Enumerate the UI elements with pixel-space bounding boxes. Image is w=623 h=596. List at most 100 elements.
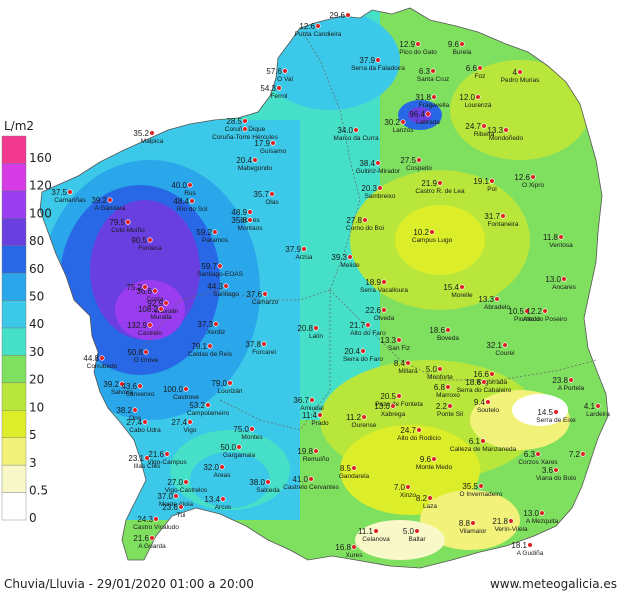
station-dot: [390, 403, 396, 409]
legend-swatch: [1, 245, 27, 274]
station-dot: [447, 403, 453, 409]
station-value: 5.0: [426, 365, 438, 374]
station-name: Sambreixo: [364, 193, 395, 200]
station-marker: Coruña-Torre Hércules: [212, 126, 279, 141]
station-value: 24.7: [465, 122, 481, 131]
station-name: Celanova: [362, 536, 390, 543]
station-dot: [445, 384, 451, 390]
station-name: A Mezquita: [526, 518, 559, 525]
station-marker: 18.1A Gudiña: [511, 541, 543, 557]
station-dot: [535, 451, 541, 457]
station-dot: [494, 296, 500, 302]
station-dot: [125, 219, 131, 225]
station-value: 18.6: [465, 378, 481, 387]
station-dot: [485, 399, 491, 405]
station-name: Melide: [340, 262, 360, 269]
station-value: 37.8: [245, 340, 261, 349]
station-name: Lourenzá: [464, 102, 491, 109]
station-value: 21.6: [133, 534, 149, 543]
station-value: 8.2: [416, 494, 428, 503]
station-name: Serra do Cabaleiro: [457, 387, 512, 394]
station-dot: [247, 209, 253, 215]
legend-label: 100: [29, 206, 52, 220]
station-dot: [347, 254, 353, 260]
station-value: 8.5: [340, 464, 352, 473]
station-name: Santiago-EOAS: [197, 271, 244, 278]
station-name: Calleza de Manzaneda: [450, 446, 517, 453]
station-dot: [481, 123, 487, 129]
station-name: Campolameiro: [187, 410, 230, 417]
station-name: Ferrol: [271, 93, 289, 100]
station-name: Ventosa: [549, 242, 573, 249]
station-name: Mabegondo: [238, 165, 273, 172]
station-dot: [375, 160, 381, 166]
station-dot: [313, 448, 319, 454]
station-name: Santa Cruz: [417, 76, 450, 83]
station-name: Salceda: [256, 487, 280, 494]
station-value: 20.5: [380, 392, 396, 401]
station-name: Fontaneira: [487, 221, 518, 228]
station-dot: [309, 397, 315, 403]
station-marker: 50.8O Grove: [127, 348, 158, 364]
station-value: 27.4: [171, 418, 187, 427]
station-dot: [247, 217, 253, 223]
station-dot: [416, 427, 422, 433]
station-value: 10.5: [508, 307, 524, 316]
station-dot: [153, 516, 159, 522]
station-value: 75.2: [126, 283, 142, 292]
station-name: Xogorrada: [477, 379, 508, 386]
station-dot: [144, 455, 150, 461]
source-link[interactable]: www.meteogalicia.es: [489, 577, 617, 591]
station-value: 20.4: [344, 347, 360, 356]
station-name: Verín-Vilela: [494, 526, 528, 533]
station-value: 13.4: [204, 495, 220, 504]
station-name: Monforte: [427, 374, 453, 381]
station-value: 90.5: [131, 236, 147, 245]
station-dot: [475, 94, 481, 100]
station-dot: [207, 343, 213, 349]
station-value: 4.1: [584, 402, 596, 411]
station-value: 39.2: [103, 380, 119, 389]
station-value: 15.4: [443, 283, 459, 292]
station-dot: [223, 283, 229, 289]
legend-label: 3: [29, 456, 37, 470]
station-name: Lardeira: [586, 411, 610, 418]
station-value: 17.9: [254, 139, 270, 148]
station-name: Santiago: [213, 291, 239, 298]
station-name: Vigo-Campus: [147, 459, 187, 466]
station-value: 27.8: [346, 216, 362, 225]
station-value: 37.5: [51, 188, 67, 197]
station-value: 79.5: [109, 218, 125, 227]
station-dot: [430, 68, 436, 74]
station-value: 50.8: [127, 348, 143, 357]
station-value: 48.4: [173, 197, 189, 206]
station-dot: [236, 444, 242, 450]
station-value: 79.0: [211, 379, 227, 388]
station-name: Punta Candieira: [295, 31, 342, 38]
station-name: Laza: [423, 503, 437, 510]
station-value: 75.0: [233, 425, 249, 434]
station-dot: [158, 306, 164, 312]
station-value: 54.3: [260, 84, 276, 93]
station-marker: 7.2: [569, 450, 586, 459]
station-value: 13.3: [487, 126, 503, 135]
station-name: Coto Muíño: [111, 227, 145, 234]
station-value: 57.6: [266, 67, 282, 76]
